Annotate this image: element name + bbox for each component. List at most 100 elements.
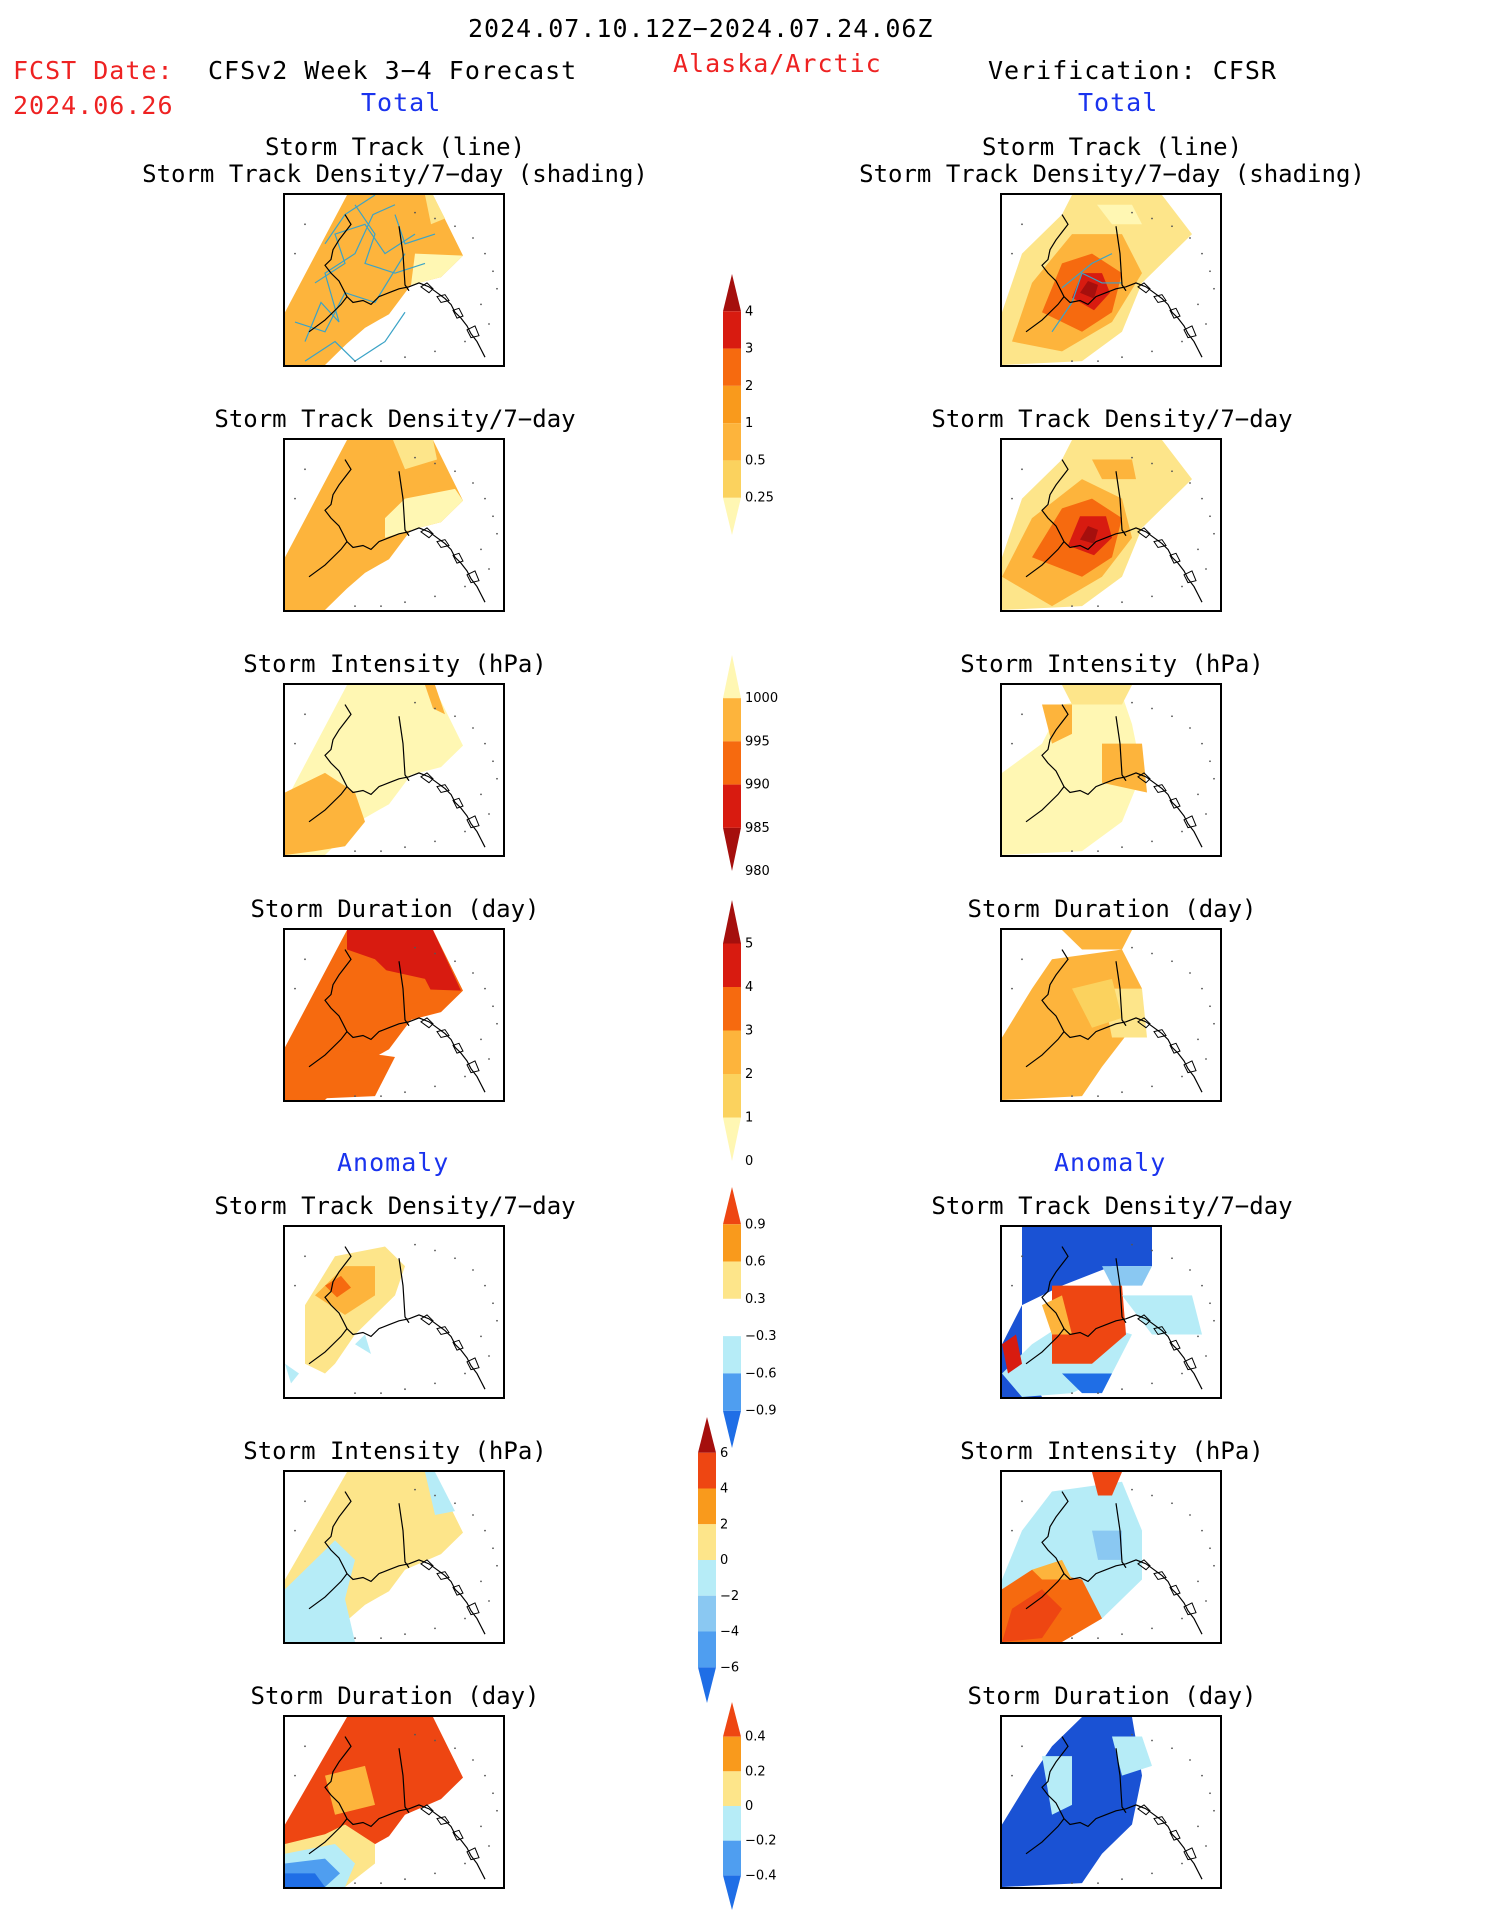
title-track-shading-left: Storm Track Density/7−day (shading): [142, 159, 648, 188]
field-shading: [1002, 195, 1192, 365]
colorbar-label: 0.25: [745, 491, 774, 506]
colorbar-duration-total: 5 4 3 2 1 0: [723, 900, 753, 1169]
map-intensity-forecast: [283, 683, 505, 857]
lat-lon-dots: [294, 1488, 498, 1639]
colorbar-label: 4: [745, 304, 753, 319]
colorbar-segment: [723, 698, 741, 742]
us-canada-border: [1115, 471, 1127, 537]
field-shading: [285, 685, 463, 855]
field-shading: [285, 930, 463, 1100]
us-canada-border: [398, 471, 410, 537]
colorbar-segment: [723, 1298, 741, 1337]
colorbar-segment: [698, 1452, 716, 1489]
title-duration-left: Storm Duration (day): [250, 895, 540, 923]
colorbar-segment: [723, 943, 741, 987]
colorbar-segment: [723, 1074, 741, 1118]
title-intensity-left: Storm Intensity (hPa): [243, 650, 547, 678]
colorbar-label: −0.6: [745, 1366, 777, 1381]
fcst-date-value: 2024.06.26: [13, 91, 174, 120]
colorbar-label: 0.2: [745, 1764, 766, 1779]
colorbar-label: 990: [745, 778, 770, 793]
map-anom-density-forecast: [283, 1225, 505, 1399]
colorbar-segment: [723, 1771, 741, 1806]
colorbar-segment: [723, 385, 741, 424]
map-track-verification: [1000, 193, 1222, 367]
lat-lon-dots: [294, 1733, 498, 1884]
title-track-shading-right: Storm Track Density/7−day (shading): [859, 159, 1365, 188]
field-shading: [1002, 930, 1147, 1100]
map-anom-duration-forecast: [283, 1715, 505, 1889]
colorbar-segment: [698, 1631, 716, 1668]
colorbar-label: 0.4: [745, 1730, 766, 1745]
alaska-coastline: [1025, 459, 1203, 603]
alaska-coastline: [1025, 1246, 1203, 1390]
us-canada-border: [398, 716, 410, 782]
colorbar-segment: [698, 1560, 716, 1596]
forecast-period: 2024.07.10.12Z−2024.07.24.06Z: [468, 14, 934, 43]
colorbar-segment: [723, 1806, 741, 1841]
title-density-right: Storm Track Density/7−day: [931, 405, 1293, 433]
colorbar-label: 1000: [745, 691, 778, 706]
lat-lon-dots: [1011, 211, 1215, 362]
anomaly-right-label: Anomaly: [1054, 1148, 1167, 1177]
us-canada-border: [398, 1503, 410, 1569]
colorbar-triangles: [723, 1702, 741, 1910]
colorbar-label: 1: [745, 416, 753, 431]
colorbar-segment: [723, 741, 741, 785]
lat-lon-dots: [1011, 1243, 1215, 1394]
colorbar-segment: [723, 1736, 741, 1772]
alaska-coastline: [1025, 214, 1203, 358]
alaska-coastline: [308, 949, 486, 1093]
us-canada-border: [398, 961, 410, 1027]
title-track-left: Storm Track (line) Storm Track Density/7…: [50, 134, 740, 188]
colorbar-label: 0: [720, 1553, 728, 1568]
colorbar-label: 2: [720, 1517, 728, 1532]
lat-lon-dots: [294, 456, 498, 607]
title-intensity-right: Storm Intensity (hPa): [960, 650, 1264, 678]
us-canada-border: [398, 1748, 410, 1814]
colorbar-label: −2: [720, 1589, 739, 1604]
alaska-coastline: [308, 214, 486, 358]
colorbar-label: 3: [745, 342, 753, 357]
colorbar-intensity-total: 1000 995 990 985 980: [723, 655, 778, 879]
map-duration-forecast: [283, 928, 505, 1102]
lat-lon-dots: [1011, 1488, 1215, 1639]
title-anom-density-left: Storm Track Density/7−day: [214, 1192, 576, 1220]
colorbar-label: 995: [745, 734, 770, 749]
colorbar-label: −6: [720, 1660, 739, 1675]
field-shading: [1002, 440, 1192, 610]
total-left-label: Total: [361, 88, 442, 117]
colorbar-label: 985: [745, 821, 770, 836]
colorbar-segment: [723, 987, 741, 1031]
colorbar-segment: [723, 1261, 741, 1299]
us-canada-border: [1115, 1258, 1127, 1324]
alaska-coastline: [308, 1246, 486, 1390]
colorbar-label: 0.6: [745, 1255, 766, 1270]
colorbar-segment: [698, 1488, 716, 1525]
colorbar-triangles: [723, 655, 741, 871]
colorbar-segment: [698, 1595, 716, 1632]
colorbar-label: 1: [745, 1111, 753, 1126]
colorbar-triangles: [723, 274, 741, 535]
model-title: CFSv2 Week 3−4 Forecast: [208, 56, 578, 85]
lat-lon-dots: [294, 701, 498, 852]
lat-lon-dots: [294, 1243, 498, 1394]
colorbar-segment: [723, 348, 741, 386]
colorbar-triangles: [723, 1187, 741, 1448]
us-canada-border: [398, 1258, 410, 1324]
map-density-verification: [1000, 438, 1222, 612]
region-title: Alaska/Arctic: [673, 49, 882, 78]
colorbar-density-anomaly: 0.9 0.6 0.3 −0.3 −0.6 −0.9: [723, 1187, 777, 1448]
verification-title: Verification: CFSR: [988, 56, 1277, 85]
title-anom-duration-right: Storm Duration (day): [967, 1682, 1257, 1710]
lat-lon-dots: [294, 946, 498, 1097]
lat-lon-dots: [1011, 456, 1215, 607]
colorbar-triangles: [723, 900, 741, 1161]
title-track-right: Storm Track (line) Storm Track Density/7…: [767, 134, 1457, 188]
alaska-coastline: [308, 704, 486, 848]
alaska-coastline: [1025, 704, 1203, 848]
us-canada-border: [1115, 1748, 1127, 1814]
colorbar-segment: [698, 1524, 716, 1560]
map-anom-density-verification: [1000, 1225, 1222, 1399]
colorbar-triangles: [698, 1417, 716, 1703]
